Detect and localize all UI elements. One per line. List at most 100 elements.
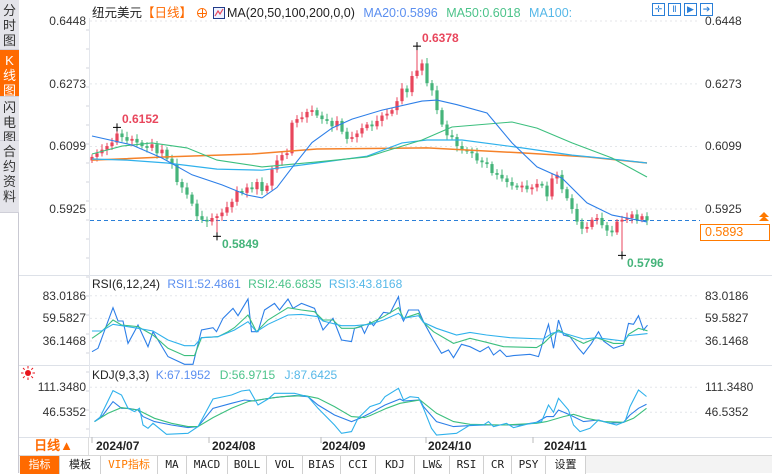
chart-header: 纽元美元【日线】 MA(20,50,100,200,0,0) MA20:0.58… bbox=[92, 2, 572, 21]
left-axis-line bbox=[89, 18, 90, 437]
candle-body bbox=[155, 144, 159, 154]
date-label: 2024/07 bbox=[96, 439, 140, 453]
tab-macd[interactable]: MACD bbox=[187, 456, 228, 474]
sidebar-tab-contract-info[interactable]: 合约资料 bbox=[0, 141, 19, 213]
price-tick-right: 0.5925 bbox=[705, 202, 742, 216]
rsi2-value: RSI2:46.6835 bbox=[248, 277, 322, 291]
tab-psy[interactable]: PSY bbox=[512, 456, 546, 474]
play-icon[interactable]: ▶ bbox=[684, 3, 697, 16]
candle-body bbox=[425, 63, 429, 84]
candle-body bbox=[220, 212, 224, 217]
kdj-tick-left: 111.3480 bbox=[37, 380, 86, 395]
candle-body bbox=[565, 189, 569, 199]
tab-boll[interactable]: BOLL bbox=[228, 456, 267, 474]
candle-body bbox=[190, 194, 194, 204]
candle-body bbox=[120, 133, 124, 138]
candle-body bbox=[550, 178, 554, 197]
candle-body bbox=[290, 122, 294, 154]
candle-body bbox=[485, 162, 489, 165]
candle-body bbox=[450, 135, 454, 138]
candle-body bbox=[370, 124, 374, 127]
candle-body bbox=[590, 219, 594, 227]
candle-body bbox=[430, 83, 434, 91]
candle-body bbox=[640, 216, 644, 220]
ma200-line bbox=[91, 147, 648, 164]
candle-body bbox=[105, 146, 109, 150]
tab-lwr[interactable]: LW& bbox=[415, 456, 450, 474]
candle-body bbox=[635, 214, 639, 220]
candle-body bbox=[205, 219, 209, 222]
tab-indicators[interactable]: 指标 bbox=[20, 456, 60, 474]
candle-body bbox=[610, 230, 614, 233]
candle-body bbox=[285, 153, 289, 156]
candle-body bbox=[295, 119, 299, 123]
candle-body bbox=[125, 137, 129, 141]
ma20-line bbox=[91, 99, 648, 223]
date-label: 2024/11 bbox=[544, 439, 587, 453]
panel-divider bbox=[19, 275, 772, 276]
candle-body bbox=[320, 115, 324, 120]
period-selector[interactable]: 日线▲ bbox=[34, 438, 73, 453]
candle-body bbox=[225, 207, 229, 213]
candle-body bbox=[560, 174, 564, 190]
alert-sun-icon[interactable] bbox=[21, 366, 35, 380]
rsi-tick-left: 59.5827 bbox=[42, 311, 86, 326]
tab-settings[interactable]: 设置 bbox=[546, 456, 586, 474]
candle-body bbox=[200, 216, 204, 220]
candle-body bbox=[385, 113, 389, 116]
tab-template[interactable]: 模板 bbox=[60, 456, 101, 474]
indicator-tab-bar: 指标 模板 VIP指标 MA MACD BOLL VOL BIAS CCI KD… bbox=[19, 455, 772, 474]
current-price-marker-icon bbox=[759, 212, 769, 221]
candle-body bbox=[480, 160, 484, 163]
tab-ma[interactable]: MA bbox=[158, 456, 187, 474]
candle-body bbox=[340, 120, 344, 132]
tab-rsi[interactable]: RSI bbox=[450, 456, 484, 474]
candle-body bbox=[510, 182, 514, 186]
left-view-sidebar: 分时图 K线图 闪电图 合约资料 bbox=[0, 0, 19, 473]
candle-body bbox=[600, 217, 604, 226]
tab-kdj[interactable]: KDJ bbox=[376, 456, 415, 474]
date-label: 2024/08 bbox=[212, 439, 256, 453]
tab-vip-indicators[interactable]: VIP指标 bbox=[101, 456, 158, 474]
candle-body bbox=[130, 138, 134, 141]
candle-body bbox=[535, 183, 539, 188]
ma50-value: MA50:0.6018 bbox=[446, 6, 521, 20]
crosshair-icon[interactable]: ✛ bbox=[652, 3, 665, 16]
exit-icon[interactable]: ➔ bbox=[700, 3, 713, 16]
candle-body bbox=[580, 221, 584, 229]
period-label: 【日线】 bbox=[142, 6, 193, 20]
sidebar-tab-timeshare[interactable]: 分时图 bbox=[0, 0, 19, 50]
price-tick-right: 0.6273 bbox=[705, 76, 742, 91]
rsi-tick-left: 36.1468 bbox=[42, 334, 86, 348]
rsi-tick-left: 83.0186 bbox=[42, 288, 86, 303]
tab-bias[interactable]: BIAS bbox=[303, 456, 341, 474]
candle-body bbox=[110, 142, 114, 147]
rsi-title: RSI(6,12,24) bbox=[92, 277, 161, 291]
extreme-label-high: 0.6378 bbox=[422, 31, 459, 46]
price-tick-left: 0.6099 bbox=[49, 139, 86, 154]
candle-body bbox=[540, 183, 544, 186]
panel-divider bbox=[19, 365, 772, 366]
candle-body bbox=[470, 151, 474, 154]
tab-vol[interactable]: VOL bbox=[267, 456, 303, 474]
candle-body bbox=[170, 158, 174, 165]
add-indicator-icon[interactable] bbox=[196, 8, 207, 18]
candle-body bbox=[270, 169, 274, 186]
candle-body bbox=[300, 117, 304, 120]
sidebar-tab-kline[interactable]: K线图 bbox=[0, 50, 19, 98]
candle-body bbox=[355, 133, 359, 138]
fit-bars-icon[interactable]: Ⅱ bbox=[668, 3, 681, 16]
candle-body bbox=[230, 201, 234, 208]
kdj-tick-left: 46.5352 bbox=[42, 405, 86, 420]
candle-body bbox=[95, 153, 99, 157]
ma-settings-icon[interactable] bbox=[213, 7, 225, 19]
extreme-label-low: 0.5796 bbox=[627, 256, 664, 271]
candle-body bbox=[210, 217, 214, 222]
candle-body bbox=[505, 178, 509, 183]
tab-cci[interactable]: CCI bbox=[341, 456, 376, 474]
tab-cr[interactable]: CR bbox=[484, 456, 512, 474]
candle-body bbox=[260, 182, 264, 192]
candle-body bbox=[315, 110, 319, 116]
candle-body bbox=[390, 110, 394, 114]
